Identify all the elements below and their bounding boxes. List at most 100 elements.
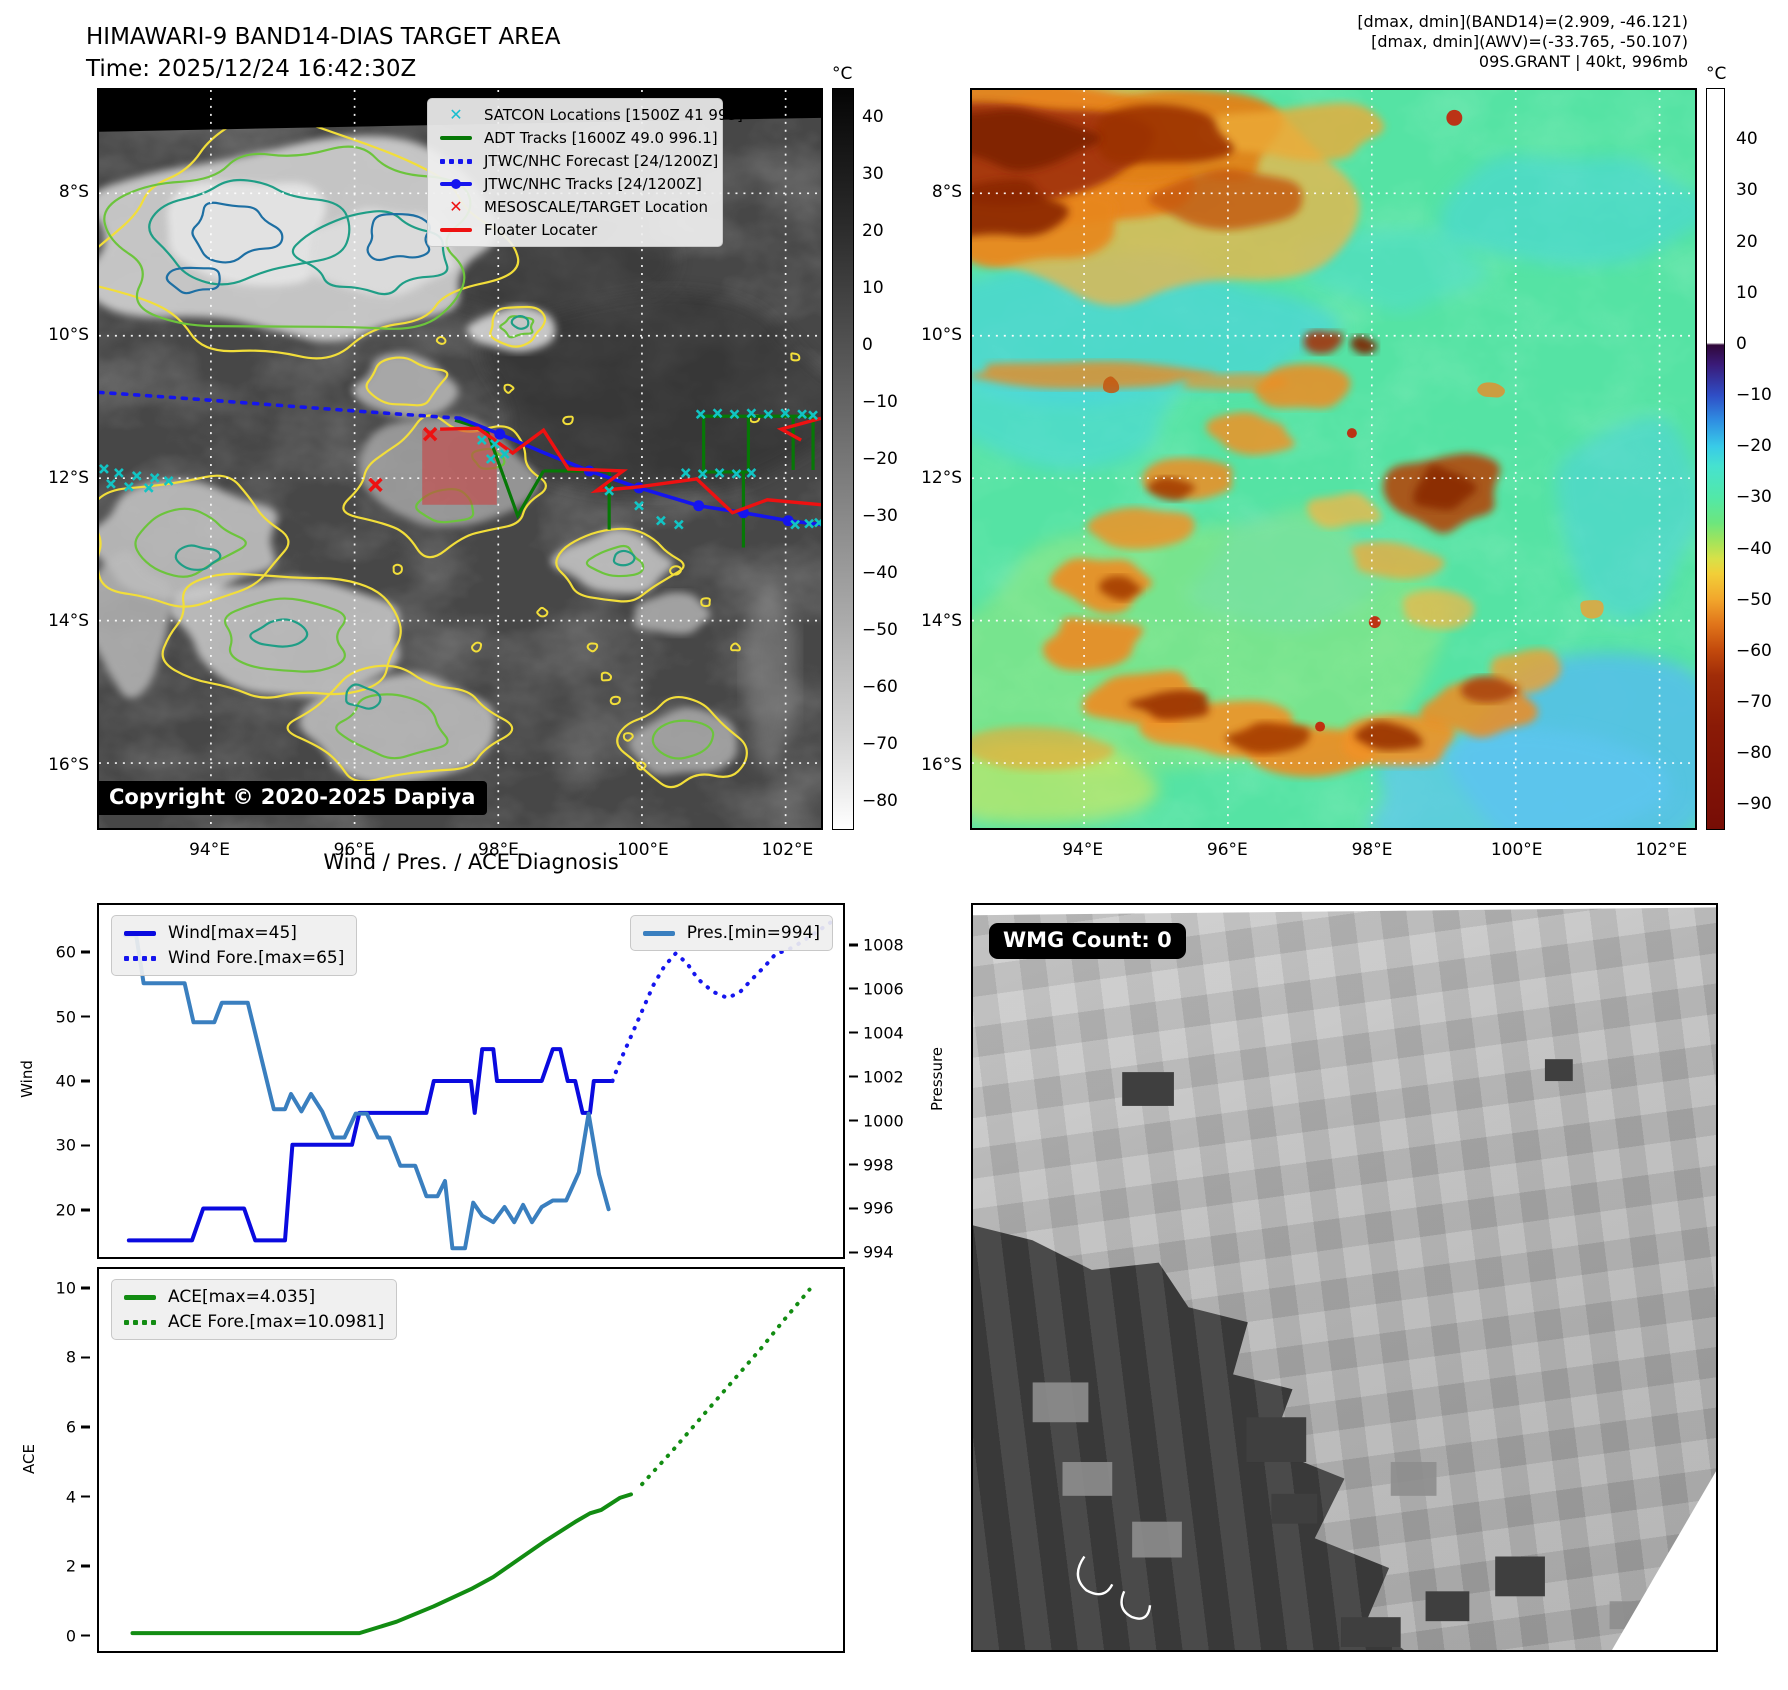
band14-cbar-tick: −40 xyxy=(862,563,898,584)
pressure-tick: 1006 xyxy=(849,979,904,998)
wmg-count-badge: WMG Count: 0 xyxy=(989,923,1186,959)
wind-tick: 50 xyxy=(30,1007,90,1026)
band14-xtick: 102°E xyxy=(761,840,814,860)
wind-tick: 20 xyxy=(30,1200,90,1219)
dotted-line-icon xyxy=(120,955,160,961)
band14-cbar-tick: 30 xyxy=(862,163,884,184)
legend-label: MESOSCALE/TARGET Location xyxy=(484,198,709,216)
band14-cbar-tick: −60 xyxy=(862,677,898,698)
info-block: [dmax, dmin](BAND14)=(2.909, -46.121) [d… xyxy=(1068,12,1688,72)
series-ACE[max=4.035] xyxy=(130,1492,633,1636)
pressure-tick: 1000 xyxy=(849,1111,904,1130)
legend-item: ACE Fore.[max=10.0981] xyxy=(120,1312,384,1332)
awv-ytick: 8°S xyxy=(931,181,962,202)
legend-item: Wind[max=45] xyxy=(120,923,344,943)
pressure-tick: 994 xyxy=(849,1243,894,1262)
ace-tick: 2 xyxy=(30,1557,90,1576)
ace-tick: 6 xyxy=(30,1417,90,1436)
awv-cbar-tick: −10 xyxy=(1736,385,1772,406)
legend-item: Floater Locater xyxy=(436,221,710,239)
image-rotation-gap-top xyxy=(973,905,1716,916)
dotted-line-icon xyxy=(436,158,476,164)
awv-ytick: 12°S xyxy=(921,468,962,489)
jtwc-forecast-track xyxy=(99,390,462,421)
thick-line-icon xyxy=(120,930,160,936)
legend-label: JTWC/NHC Tracks [24/1200Z] xyxy=(484,175,702,193)
solid-line-icon xyxy=(436,136,476,140)
pressure-legend: Pres.[min=994] xyxy=(629,915,833,951)
band14-ytick: 14°S xyxy=(48,611,89,632)
band14-cbar-tick: −80 xyxy=(862,791,898,812)
pressure-tick: 1002 xyxy=(849,1067,904,1086)
band14-cbar-tick: 20 xyxy=(862,220,884,241)
wind-pressure-chart: Wind[max=45] Wind Fore.[max=65] Pres.[min… xyxy=(97,903,845,1259)
series-ACE Fore.[max=10.0981] xyxy=(640,1287,812,1487)
legend-label: Wind[max=45] xyxy=(168,923,297,943)
thick-line-icon xyxy=(120,1294,160,1300)
ace-tick: 0 xyxy=(30,1626,90,1645)
awv-xtick: 102°E xyxy=(1635,840,1688,860)
band14-cbar-tick: 40 xyxy=(862,106,884,127)
band14-ytick: 16°S xyxy=(48,754,89,775)
awv-cbar-unit: °C xyxy=(1706,64,1727,84)
legend-item: Pres.[min=994] xyxy=(639,923,820,943)
wind-tick: 30 xyxy=(30,1136,90,1155)
wind-tick: 60 xyxy=(30,943,90,962)
satcon-markers xyxy=(99,408,821,530)
awv-cbar-tick: −50 xyxy=(1736,589,1772,610)
dmax-dmin-awv: [dmax, dmin](AWV)=(-33.765, -50.107) xyxy=(1371,32,1688,51)
pressure-tick: 996 xyxy=(849,1199,894,1218)
legend-item: Wind Fore.[max=65] xyxy=(120,948,344,968)
legend-label: Pres.[min=994] xyxy=(686,923,820,943)
legend-label: Floater Locater xyxy=(484,221,598,239)
solid-line-icon xyxy=(436,228,476,232)
band14-map-panel: ✕ SATCON Locations [1500Z 41 993] ADT Trac… xyxy=(97,88,823,830)
series-Wind Fore.[max=65] xyxy=(610,919,834,1083)
floater-track xyxy=(440,416,821,515)
line-with-dot-icon xyxy=(436,179,476,189)
band14-xtick: 100°E xyxy=(617,840,669,860)
band14-colorbar xyxy=(832,88,854,830)
awv-ytick: 16°S xyxy=(921,754,962,775)
band14-cbar-tick: 0 xyxy=(862,334,873,355)
thick-line-icon xyxy=(639,930,679,936)
legend-label: ACE Fore.[max=10.0981] xyxy=(168,1312,385,1332)
wmg-microwave-panel: WMG Count: 0 xyxy=(971,903,1718,1652)
legend-label: JTWC/NHC Forecast [24/1200Z] xyxy=(484,152,719,170)
legend-item: JTWC/NHC Forecast [24/1200Z] xyxy=(436,152,718,170)
band14-xtick: 94°E xyxy=(189,840,230,860)
target-area-rect xyxy=(422,430,497,505)
ace-tick: 4 xyxy=(30,1487,90,1506)
band14-ytick: 10°S xyxy=(48,325,89,346)
pressure-tick: 998 xyxy=(849,1155,894,1174)
band14-cbar-unit: °C xyxy=(832,64,853,84)
band14-cbar-tick: −50 xyxy=(862,620,898,641)
band14-ytick: 12°S xyxy=(48,468,89,489)
awv-xtick: 98°E xyxy=(1351,840,1393,860)
awv-xtick: 96°E xyxy=(1206,840,1248,860)
storm-id-label: 09S.GRANT | 40kt, 996mb xyxy=(1478,52,1688,71)
series-Pres.[min=994] xyxy=(123,933,611,1251)
awv-cbar-tick: 10 xyxy=(1736,282,1758,303)
legend-item: ACE[max=4.035] xyxy=(120,1287,384,1307)
awv-cbar-tick: −70 xyxy=(1736,692,1772,713)
legend-item: ✕ MESOSCALE/TARGET Location xyxy=(436,198,710,216)
time-label: Time: 2025/12/24 16:42:30Z xyxy=(86,56,417,82)
x-marker-icon: ✕ xyxy=(449,197,463,216)
band14-ytick: 8°S xyxy=(58,181,89,202)
awv-cbar-tick: −60 xyxy=(1736,640,1772,661)
awv-ytick: 14°S xyxy=(921,611,962,632)
ace-chart: ACE[max=4.035] ACE Fore.[max=10.0981] xyxy=(97,1267,845,1653)
awv-cbar-tick: 0 xyxy=(1736,333,1747,354)
band14-cbar-tick: 10 xyxy=(862,277,884,298)
ace-tick: 10 xyxy=(30,1278,90,1297)
series-Wind[max=45] xyxy=(126,1047,615,1243)
wind-legend: Wind[max=45] Wind Fore.[max=65] xyxy=(111,915,358,976)
awv-map-panel xyxy=(970,88,1697,830)
mesoscale-target-marker xyxy=(368,426,438,493)
band14-cbar-tick: −70 xyxy=(862,734,898,755)
awv-cbar-tick: 40 xyxy=(1736,129,1758,150)
awv-cbar-tick: −30 xyxy=(1736,487,1772,508)
x-marker-icon: ✕ xyxy=(449,105,463,124)
